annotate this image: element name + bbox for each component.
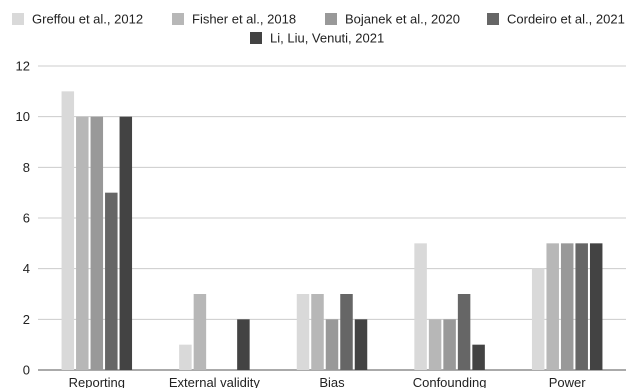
bar (325, 319, 339, 370)
bar (472, 344, 485, 370)
legend-label: Cordeiro et al., 2021 (507, 12, 625, 27)
bar (589, 243, 603, 370)
y-tick-label: 0 (23, 363, 30, 378)
legend-swatch (250, 32, 262, 44)
bar (179, 344, 192, 370)
bar (105, 192, 118, 370)
bar (546, 243, 559, 370)
bar (560, 243, 574, 370)
legend: Greffou et al., 2012 Fisher et al., 2018 B… (12, 12, 625, 46)
legend-swatch (12, 13, 24, 25)
bar (61, 91, 75, 370)
legend-swatch (325, 13, 337, 25)
bars (61, 91, 603, 371)
bar (193, 294, 207, 370)
bar (575, 243, 588, 370)
bar (340, 294, 353, 370)
bar (531, 268, 545, 370)
x-category-label: Confounding (413, 375, 487, 388)
bar (457, 294, 471, 370)
legend-swatch (487, 13, 499, 25)
x-axis-category-labels: Reporting External validity Bias Confoundin… (69, 375, 587, 388)
bar (311, 294, 324, 370)
y-tick-label: 8 (23, 160, 30, 175)
bar (90, 116, 104, 371)
gridlines (38, 65, 626, 371)
y-tick-label: 4 (23, 261, 30, 276)
x-category-label: External validity (169, 375, 261, 388)
bar (354, 319, 368, 370)
y-tick-label: 2 (23, 312, 30, 327)
bar (237, 319, 250, 370)
bar (76, 116, 89, 371)
legend-swatch (172, 13, 184, 25)
y-tick-label: 6 (23, 211, 30, 226)
bar (119, 116, 133, 371)
bar (443, 319, 456, 370)
y-tick-label: 10 (16, 109, 30, 124)
bar (296, 294, 310, 370)
legend-label: Greffou et al., 2012 (32, 12, 143, 27)
x-category-label: Power (549, 375, 587, 388)
bar (428, 319, 442, 370)
bar (414, 243, 427, 370)
x-category-label: Bias (319, 375, 345, 388)
x-category-label: Reporting (69, 375, 125, 388)
legend-label: Li, Liu, Venuti, 2021 (270, 31, 384, 46)
legend-label: Fisher et al., 2018 (192, 12, 296, 27)
legend-label: Bojanek et al., 2020 (345, 12, 460, 27)
y-axis-tick-labels: 0 2 4 6 8 10 12 (16, 59, 30, 378)
y-tick-label: 12 (16, 59, 30, 74)
